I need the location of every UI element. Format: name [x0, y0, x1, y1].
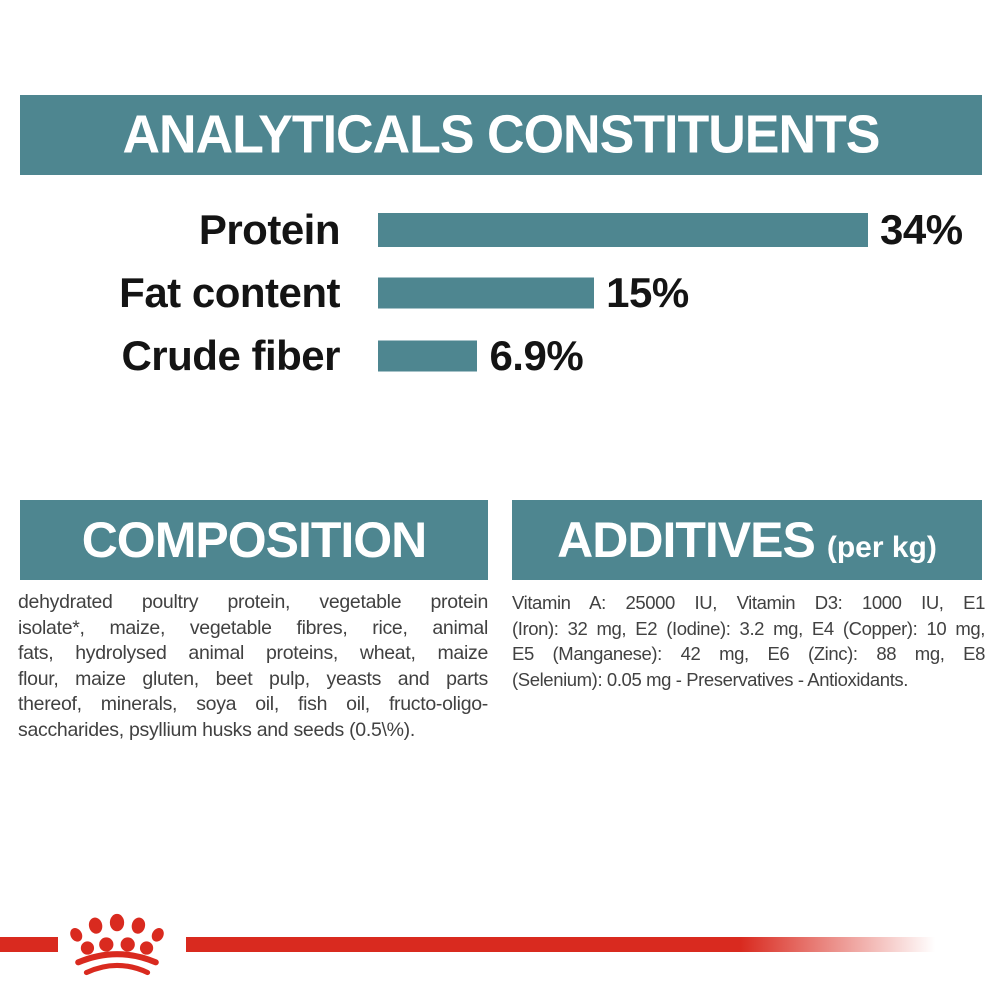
additives-text-line: Vitamin A: 25000 IU, Vitamin D3: 1000 IU…: [512, 592, 985, 613]
additives-text-line: E5 (Manganese): 42 mg, E6 (Zinc): 88 mg,…: [512, 643, 985, 664]
composition-text-line: isolate*, maize, vegetable fibres, rice,…: [18, 616, 488, 639]
additives-text-line: (Iron): 32 mg, E2 (Iodine): 3.2 mg, E4 (…: [512, 617, 985, 639]
composition-text-line: flour, maize gluten, beet pulp, yeasts a…: [18, 667, 488, 690]
composition-text-line: saccharides, psyllium husks and seeds (0…: [18, 718, 415, 741]
composition-header-bar: COMPOSITION: [20, 500, 488, 580]
chart-bar: [378, 277, 595, 309]
composition-text-line: thereof, minerals, soya oil, fish oil, f…: [18, 693, 488, 715]
additives-text: Vitamin A: 25000 IU, Vitamin D3: 1000 IU…: [512, 590, 985, 692]
chart-row-crude-fiber: Crude fiber 6.9%: [0, 332, 1000, 379]
additives-text-line: (Selenium): 0.05 mg - Preservatives - An…: [512, 668, 909, 690]
additives-heading: ADDITIVES: [557, 512, 816, 568]
chart-value-label: 15%: [606, 269, 689, 316]
chart-row-protein: Protein 34%: [0, 206, 1000, 253]
red-divider-line-left: [0, 937, 58, 952]
additives-header-bar: ADDITIVES (per kg): [512, 500, 982, 580]
composition-text-line: dehydrated poultry protein, vegetable pr…: [18, 591, 488, 613]
chart-category-label: Protein: [198, 206, 341, 253]
chart-bar: [378, 340, 478, 372]
brand-footer: [0, 905, 1000, 1000]
chart-value-label: 6.9%: [489, 332, 584, 379]
additives-per-kg-label: (per kg): [826, 531, 937, 564]
royal-canin-crown-logo-icon: [70, 913, 164, 976]
composition-text-line: fats, hydrolysed animal proteins, wheat,…: [18, 642, 488, 664]
chart-category-label: Crude fiber: [121, 332, 340, 379]
red-divider-line-right: [186, 937, 935, 952]
composition-heading: COMPOSITION: [81, 512, 428, 568]
composition-text: dehydrated poultry protein, vegetable pr…: [18, 590, 488, 743]
chart-value-label: 34%: [880, 206, 963, 253]
chart-category-label: Fat content: [119, 269, 340, 316]
chart-row-fat-content: Fat content 15%: [0, 269, 1000, 316]
analyticals-bar-chart: Protein 34% Fat content 15% Crude fiber …: [0, 0, 1000, 420]
analyticals-title: ANALYTICALS CONSTITUENTS: [122, 104, 881, 166]
chart-bar: [378, 213, 868, 247]
analyticals-header-bar: ANALYTICALS CONSTITUENTS: [20, 95, 982, 175]
